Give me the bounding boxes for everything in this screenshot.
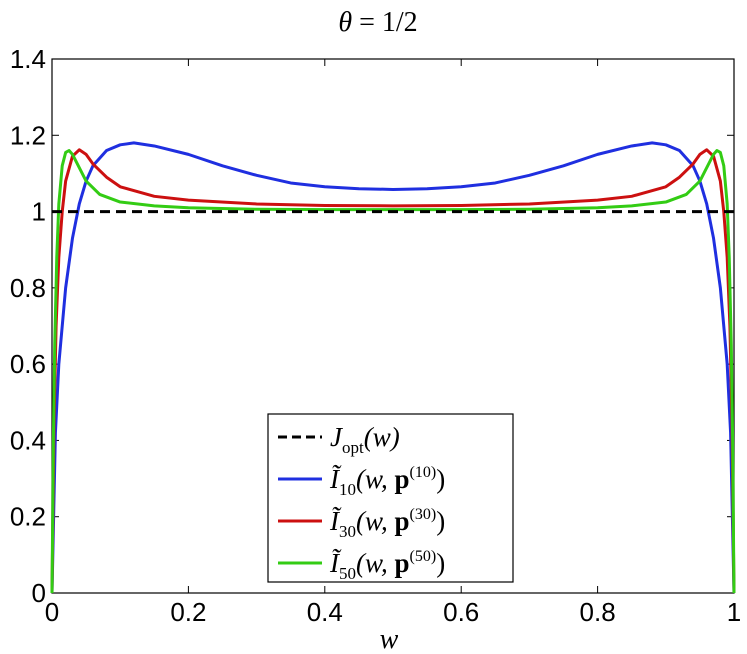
- legend: Jopt(w) Ĩ10(w, p(10)) Ĩ30(w, p(30)) Ĩ50(w, …: [267, 413, 514, 583]
- plot-area: [51, 58, 735, 594]
- y-tick-label: 1: [32, 197, 46, 227]
- legend-entry-2: Ĩ30(w, p(30)): [329, 506, 445, 541]
- y-tick-label: 0.6: [10, 349, 46, 379]
- title-rest: = 1/2: [352, 7, 418, 38]
- title-theta: θ: [338, 7, 352, 38]
- y-tick-label: 0.4: [10, 425, 46, 455]
- legend-entry-1: Ĩ10(w, p(10)): [329, 464, 445, 499]
- ticks: 0 0.2 0.4 0.6 0.8 1 0 0.2 0.4 0.6 0.8 1 1.2 1.4: [10, 44, 741, 627]
- series-line-2: [50, 148, 736, 594]
- legend-entry-0: Jopt(w): [330, 422, 400, 457]
- x-tick-label: 0: [45, 597, 59, 627]
- series-layer: [50, 141, 736, 594]
- y-tick-label: 0.2: [10, 502, 46, 532]
- x-tick-label: 0.8: [580, 597, 616, 627]
- legend-entry-3: Ĩ50(w, p(50)): [329, 548, 445, 583]
- chart-title: θ = 1/2: [338, 7, 417, 38]
- x-tick-label: 0.6: [443, 597, 479, 627]
- y-tick-label: 1.4: [10, 44, 46, 74]
- x-tick-label: 0.2: [170, 597, 206, 627]
- legend-box: [267, 413, 514, 583]
- y-tick-label: 0.8: [10, 273, 46, 303]
- series-line-3: [50, 149, 736, 594]
- x-tick-label: 0.4: [307, 597, 343, 627]
- y-tick-label: 1.2: [10, 120, 46, 150]
- y-tick-label: 0: [32, 578, 46, 608]
- x-tick-label: 1: [727, 597, 741, 627]
- x-axis-label: w: [380, 624, 399, 654]
